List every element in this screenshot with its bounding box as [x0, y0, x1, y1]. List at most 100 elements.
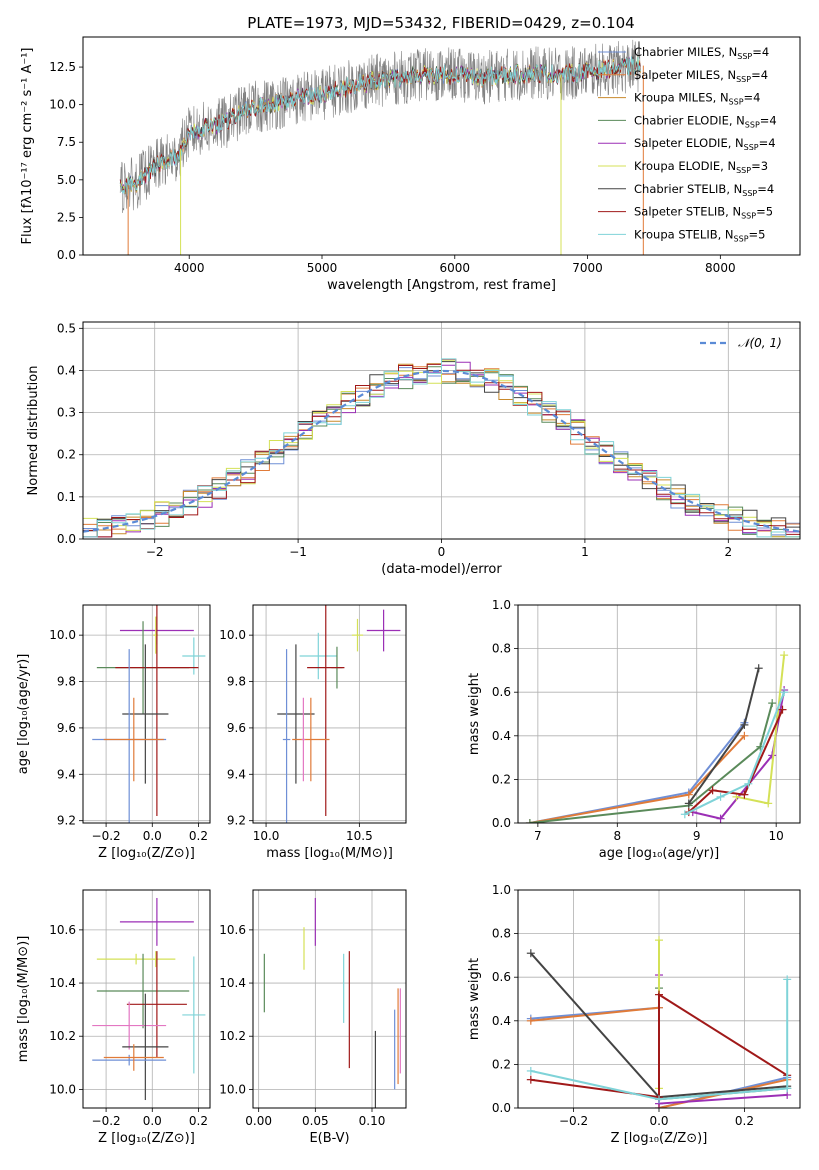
mass-weight-marker	[684, 799, 693, 808]
legend-label: Salpeter ELODIE, NSSP=4	[634, 136, 776, 152]
ebv-mass-panel: 0.00 0.05 0.10 10.0 10.2 10.4 10.6 E(B-V)	[219, 889, 407, 1146]
x-tick-label: 0.00	[245, 1114, 272, 1128]
error-bar-point	[96, 953, 176, 965]
y-tick-label: 0.6	[492, 685, 511, 699]
x-tick-label: 0.0	[143, 829, 162, 843]
error-bar-point	[103, 697, 164, 782]
mass-weight-marker	[655, 936, 663, 945]
age-weight-plot-area	[525, 651, 789, 823]
x-axis-label: mass [log₁₀(M/M⊙)]	[266, 846, 393, 861]
error-bar-point	[182, 956, 206, 1074]
y-axis-label: Flux [fλ10⁻¹⁷ erg cm⁻² s⁻¹ A⁻¹]	[20, 48, 35, 245]
error-bar-point	[103, 1044, 164, 1071]
mass-weight-line	[692, 689, 786, 820]
y-tick-label: 10.6	[219, 923, 246, 937]
x-axis-label: Z [log₁₀(Z/Z⊙)]	[98, 846, 195, 861]
mass-weight-marker	[680, 810, 689, 819]
mass-weight-marker	[744, 779, 753, 788]
mass-weight-line	[529, 702, 774, 823]
x-tick-label: −1	[289, 545, 307, 559]
error-bar-point	[126, 951, 187, 1058]
x-tick-label: 9	[693, 829, 701, 843]
error-bar-point	[292, 697, 330, 782]
y-tick-label: 9.6	[227, 721, 246, 735]
x-tick-label: 5000	[307, 261, 338, 275]
x-tick-label: 0.2	[189, 829, 208, 843]
y-tick-label: 0.4	[492, 729, 511, 743]
y-tick-label: 12.5	[49, 60, 76, 74]
x-tick-label: 10.0	[253, 829, 280, 843]
residuals-plot-area	[83, 358, 800, 538]
y-tick-label: 0.4	[57, 363, 76, 377]
ebv-mass-frame	[252, 889, 407, 1109]
y-tick-label: 9.8	[227, 675, 246, 689]
x-axis-label: Z [log₁₀(Z/Z⊙)]	[611, 1131, 708, 1146]
y-tick-label: 0.3	[57, 406, 76, 420]
mass-weight-marker	[708, 786, 717, 795]
x-tick-label: 4000	[174, 261, 205, 275]
legend-label: Salpeter MILES, NSSP=4	[634, 68, 768, 84]
mass-weight-marker	[764, 799, 773, 808]
error-bar-point	[307, 605, 345, 817]
x-tick-label: 10.5	[346, 829, 373, 843]
mass-weight-marker	[778, 705, 787, 714]
y-tick-label: 0.0	[57, 532, 76, 546]
z-weight-plot-area	[526, 936, 792, 1108]
mass-weight-marker	[780, 651, 789, 660]
legend-label: Kroupa STELIB, NSSP=5	[634, 227, 765, 243]
x-tick-label: 0.0	[649, 1114, 668, 1128]
y-tick-label: 9.2	[57, 814, 76, 828]
error-bar-point	[122, 993, 169, 1101]
y-tick-label: 0.4	[492, 1014, 511, 1028]
y-tick-label: 0.0	[492, 1101, 511, 1115]
observed-spectrum-line	[119, 39, 641, 214]
y-tick-label: 0.1	[57, 490, 76, 504]
y-tick-label: 10.4	[49, 976, 76, 990]
mass-weight-marker	[768, 699, 777, 708]
y-tick-label: 10.0	[49, 628, 76, 642]
legend-label: Salpeter STELIB, NSSP=5	[634, 205, 773, 221]
x-axis-label: age [log₁₀(age/yr)]	[599, 846, 720, 861]
mass-age-frame	[252, 604, 407, 824]
x-tick-label: 6000	[440, 261, 471, 275]
spectrum-frame	[82, 36, 801, 256]
spectrum-panel: 4000 5000 6000 7000 8000 0.0 2.5 5.0 7.5 10.0 12.5…	[20, 36, 801, 293]
legend-label: Kroupa ELODIE, NSSP=3	[634, 159, 768, 175]
x-tick-label: 7	[534, 829, 542, 843]
y-tick-label: 10.2	[49, 1029, 76, 1043]
y-tick-label: 0.0	[57, 248, 76, 262]
x-tick-label: 1	[581, 545, 589, 559]
z-age-panel: −0.2 0.0 0.2 9.2 9.4 9.6 9.8 10.0 Z [log₁₀(Z/Z⊙)…	[16, 604, 211, 861]
y-tick-label: 10.6	[49, 923, 76, 937]
y-tick-label: 1.0	[492, 598, 511, 612]
y-tick-label: 10.2	[219, 1029, 246, 1043]
legend-label: Chabrier STELIB, NSSP=4	[634, 182, 774, 198]
x-tick-label: 2	[724, 545, 732, 559]
normal-curve	[83, 369, 800, 533]
x-tick-label: −0.2	[559, 1114, 588, 1128]
legend-label: Chabrier MILES, NSSP=4	[634, 45, 769, 61]
x-tick-label: 0.05	[302, 1114, 329, 1128]
mass-weight-marker	[716, 814, 725, 823]
error-bar-point	[122, 644, 169, 784]
figure-title: PLATE=1973, MJD=53432, FIBERID=0429, z=0…	[247, 14, 634, 32]
error-bar-point	[119, 897, 194, 946]
mass-weight-marker	[740, 720, 749, 729]
residual-histogram	[83, 358, 800, 538]
y-tick-label: 9.4	[57, 767, 76, 781]
error-bar-point	[366, 609, 401, 652]
mass-weight-line	[736, 654, 786, 805]
error-bar-point	[301, 697, 306, 782]
error-bar-point	[115, 605, 199, 817]
y-tick-label: 0.2	[57, 448, 76, 462]
legend-label-normal: 𝒩(0, 1)	[738, 336, 782, 350]
mass-weight-marker	[740, 731, 749, 740]
legend-label: Chabrier ELODIE, NSSP=4	[634, 113, 777, 129]
x-tick-label: 0.2	[735, 1114, 754, 1128]
x-tick-label: 0.10	[359, 1114, 386, 1128]
y-axis-label: mass [log₁₀(M/M⊙)]	[16, 936, 31, 1063]
y-axis-label: age [log₁₀(age/yr)]	[16, 654, 31, 775]
y-tick-label: 10.0	[49, 1082, 76, 1096]
y-tick-label: 0.6	[492, 970, 511, 984]
